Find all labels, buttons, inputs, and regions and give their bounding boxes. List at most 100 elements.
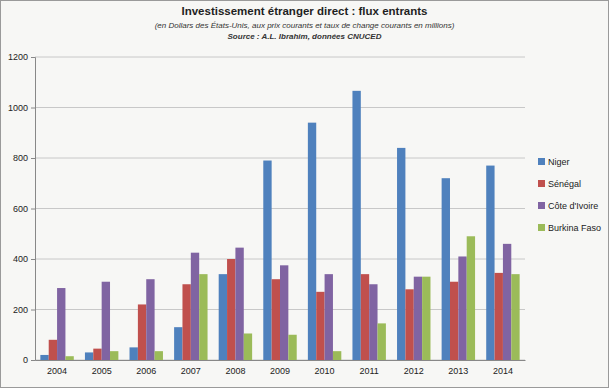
chart: Investissement étranger direct : flux en… [0, 0, 609, 388]
bar [49, 340, 57, 360]
x-tick-label: 2007 [181, 366, 201, 376]
grid-line [35, 57, 525, 58]
bar [57, 288, 65, 360]
y-tick-label: 800 [13, 153, 28, 163]
legend-swatch [538, 180, 545, 187]
bar [369, 284, 377, 360]
bar [378, 323, 386, 360]
bar [458, 256, 466, 360]
bar [405, 289, 413, 360]
bar [467, 236, 475, 360]
x-tick-label: 2010 [315, 366, 335, 376]
y-tick: 0 [23, 355, 35, 365]
legend-label: Burkina Faso [548, 223, 601, 233]
x-tick-label: 2013 [448, 366, 468, 376]
background [1, 1, 609, 388]
bar [40, 355, 48, 360]
bar [182, 284, 190, 360]
grid-line [35, 158, 525, 159]
bar [325, 274, 333, 360]
bar [288, 335, 296, 360]
legend: Niger Sénégal Côte d'Ivoire Burkina Faso [538, 157, 601, 233]
legend-label: Sénégal [548, 179, 581, 189]
x-tick-label: 2004 [47, 366, 67, 376]
y-tick-mark [31, 360, 35, 361]
bar [511, 274, 519, 360]
bar [397, 148, 405, 360]
legend-label: Côte d'Ivoire [548, 201, 598, 211]
legend-label: Niger [548, 157, 570, 167]
x-tick-label: 2011 [359, 366, 378, 376]
y-tick-label: 400 [13, 254, 28, 264]
subtitle: (en Dollars des États-Unis, aux prix cou… [155, 21, 455, 30]
bar [130, 347, 138, 360]
bar [110, 351, 118, 360]
bar [263, 161, 271, 360]
y-tick: 800 [13, 153, 35, 163]
x-tick-label: 2009 [270, 366, 290, 376]
x-tick: 2012 [404, 360, 424, 376]
x-axis: 2004 2005 2006 2007 2008 2009 2010 2011 2012 2013… [36, 360, 526, 376]
bar [316, 292, 324, 360]
x-tick: 2004 [47, 360, 67, 376]
bar [191, 253, 199, 360]
x-tick: 2014 [493, 360, 513, 376]
x-tick-label: 2012 [404, 366, 424, 376]
bar [93, 349, 101, 360]
y-tick-mark [31, 158, 35, 159]
y-tick-mark [31, 57, 35, 58]
y-tick-label: 0 [23, 355, 28, 365]
bar [244, 333, 252, 360]
y-tick: 600 [13, 204, 35, 214]
bar [280, 265, 288, 360]
y-tick-label: 1200 [8, 52, 28, 62]
bar [486, 166, 494, 360]
bar [199, 274, 207, 360]
y-tick: 1200 [8, 52, 35, 62]
x-tick-label: 2008 [225, 366, 245, 376]
bar [333, 351, 341, 360]
bar [65, 356, 73, 360]
bar [361, 274, 369, 360]
x-tick-label: 2014 [493, 366, 513, 376]
x-tick: 2006 [136, 360, 156, 376]
bar [450, 282, 458, 360]
y-tick-mark [31, 310, 35, 311]
bar [155, 351, 163, 360]
y-tick-label: 1000 [8, 103, 28, 113]
x-axis-line [36, 360, 526, 361]
bar [503, 244, 511, 360]
grid [35, 57, 525, 360]
x-tick: 2008 [225, 360, 245, 376]
grid-line [35, 259, 525, 260]
source: Source : A.L. Ibrahim, données CNUCED [228, 32, 382, 41]
y-tick: 400 [13, 254, 35, 264]
y-tick: 200 [13, 305, 35, 315]
x-tick: 2009 [270, 360, 290, 376]
grid-line [35, 208, 525, 209]
x-tick: 2005 [92, 360, 112, 376]
y-axis-line [31, 58, 36, 361]
grid-line [35, 107, 525, 108]
legend-swatch [538, 202, 545, 209]
bars [40, 91, 519, 360]
y-axis: 0 200 400 600 800 1000 1200 [8, 52, 36, 365]
bar [352, 91, 360, 360]
y-tick: 1000 [8, 103, 35, 113]
legend-swatch [538, 224, 545, 231]
bar [219, 274, 227, 360]
bar [235, 248, 243, 360]
x-tick: 2007 [181, 360, 201, 376]
bar [422, 277, 430, 360]
bar [174, 327, 182, 360]
x-tick-label: 2005 [92, 366, 112, 376]
bar [495, 273, 503, 360]
bar [146, 279, 154, 360]
bar [85, 352, 93, 360]
bar [138, 304, 146, 360]
title: Investissement étranger direct : flux en… [181, 5, 427, 17]
x-tick: 2010 [315, 360, 335, 376]
bar [442, 178, 450, 360]
x-tick: 2013 [448, 360, 468, 376]
legend-swatch [538, 158, 545, 165]
